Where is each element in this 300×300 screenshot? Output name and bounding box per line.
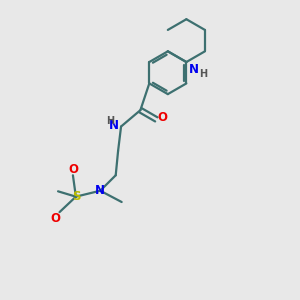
Text: O: O	[50, 212, 60, 225]
Text: N: N	[95, 184, 105, 197]
Text: O: O	[68, 163, 78, 176]
Text: O: O	[157, 111, 167, 124]
Text: N: N	[109, 118, 119, 131]
Text: H: H	[199, 69, 207, 79]
Text: H: H	[106, 116, 114, 126]
Text: S: S	[72, 190, 80, 203]
Text: N: N	[188, 63, 198, 76]
